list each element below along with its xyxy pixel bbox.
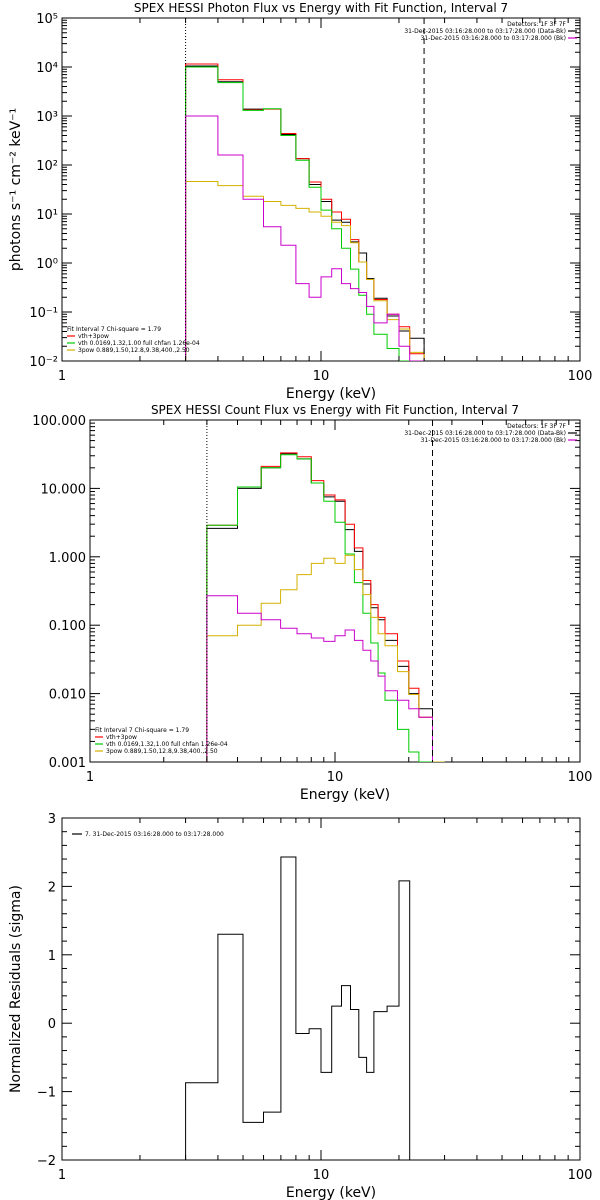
y-tick-label: 10⁵ xyxy=(36,12,58,27)
x-axis: 1 10 100 Energy (keV) xyxy=(58,818,593,1200)
y-tick-label: 2 xyxy=(48,880,56,895)
legend-bottom-entry: Fit Interval 7 Chi-square = 1.79 xyxy=(67,326,161,333)
x-axis-label: Energy (keV) xyxy=(300,787,390,803)
legend-top-entry: Detectors: 1F 3F 7F xyxy=(507,423,566,430)
y-tick-label: 1 xyxy=(48,949,56,964)
y-tick-label: 0.100 xyxy=(49,619,86,634)
legend-bottom-entry: vth 0.0169,1.32,1.00 full chfan 1.26e-04 xyxy=(78,340,200,347)
y-tick-label: 10⁰ xyxy=(36,257,58,272)
x-tick-label: 1 xyxy=(58,369,66,384)
x-tick-label: 10 xyxy=(313,1168,330,1183)
y-tick-label: 10¹ xyxy=(36,208,58,223)
y-tick-label: 10² xyxy=(36,159,58,174)
panel-2: 1 10 100 Energy (keV) 0.001 0.010 0.100 1.000 10… xyxy=(32,403,592,803)
legend-bottom-entry: vth 0.0169,1.32,1.00 full chfan 1.26e-04 xyxy=(106,741,228,748)
y-tick-label: 0 xyxy=(48,1017,56,1032)
legend-bottom: Fit Interval 7 Chi-square = 1.79vth+3pow… xyxy=(95,727,228,755)
y-axis: 10⁻² 10⁻¹ 10⁰ 10¹ 10² 10³ 10⁴ 10⁵ photons s⁻¹ cm… xyxy=(8,12,580,370)
data-layer xyxy=(185,856,425,1160)
y-tick-label: 0.010 xyxy=(49,688,86,703)
x-tick-label: 10 xyxy=(327,770,344,785)
legend-bottom-entry: Fit Interval 7 Chi-square = 1.79 xyxy=(95,727,189,734)
series-vth xyxy=(206,454,433,762)
series-data-bk xyxy=(206,453,433,762)
legend-top-entry: 31-Dec-2015 03:16:28.000 to 03:17:28.000… xyxy=(404,28,566,35)
data-layer xyxy=(206,452,445,762)
plot-frame xyxy=(61,817,581,1161)
panel-3: 1 10 100 Energy (keV) −2 −1 0 1 2 3 Normalized Res… xyxy=(8,812,592,1200)
x-tick-label: 1 xyxy=(86,770,94,785)
y-tick-label: 3 xyxy=(48,812,56,827)
legend-top-entry: Detectors: 1F 3F 7F xyxy=(507,21,566,28)
x-tick-label: 1 xyxy=(58,1168,66,1183)
y-tick-label: 0.001 xyxy=(49,756,86,771)
chart-title: SPEX HESSI Count Flux vs Energy with Fit… xyxy=(151,403,519,417)
x-tick-label: 100 xyxy=(568,1168,593,1183)
y-axis: −2 −1 0 1 2 3 Normalized Residuals (sigma) xyxy=(8,812,580,1169)
series-7-31-dec-2015-03-16-28-000-to-03-17-28-000 xyxy=(185,856,425,1160)
y-tick-label: 10⁻² xyxy=(29,355,58,370)
y-tick-label: −2 xyxy=(37,1154,56,1169)
y-tick-label: 10⁻¹ xyxy=(29,306,58,321)
legend-bottom-entry: 3pow 0.889,1.50,12.8,9.38,400.,2.50 xyxy=(78,347,190,354)
legend-bottom-entry: vth+3pow xyxy=(106,734,137,741)
legend: 7. 31-Dec-2015 03:16:28.000 to 03:17:28.… xyxy=(72,831,224,838)
legend-entry: 7. 31-Dec-2015 03:16:28.000 to 03:17:28.… xyxy=(85,831,224,838)
chart-title: SPEX HESSI Photon Flux vs Energy with Fi… xyxy=(134,1,508,15)
plot-frame xyxy=(89,419,581,763)
y-tick-label: 10⁴ xyxy=(36,61,58,76)
data-layer xyxy=(185,63,425,361)
y-axis-label: Normalized Residuals (sigma) xyxy=(8,885,24,1093)
x-axis: 1 10 100 Energy (keV) xyxy=(58,18,593,402)
y-axis: 0.001 0.010 0.100 1.000 10.000 100.000 xyxy=(32,414,580,771)
legend-bottom-entry: 3pow 0.889,1.50,12.8,9.38,400.,2.50 xyxy=(106,748,218,755)
legend-top-entry: 31-Dec-2015 03:16:28.000 to 03:17:28.000… xyxy=(421,35,566,42)
series-vth-3pow xyxy=(206,452,433,762)
y-tick-label: 100.000 xyxy=(32,414,86,429)
y-tick-label: 1.000 xyxy=(49,551,86,566)
x-axis-label: Energy (keV) xyxy=(286,386,376,402)
series-3pow xyxy=(206,554,445,762)
series-3pow xyxy=(185,181,425,361)
legend-top-entry: 31-Dec-2015 03:16:28.000 to 03:17:28.000… xyxy=(404,430,566,437)
x-axis-label: Energy (keV) xyxy=(286,1185,376,1200)
y-axis-label: photons s⁻¹ cm⁻² keV⁻¹ xyxy=(8,108,24,271)
x-tick-label: 10 xyxy=(313,369,330,384)
x-tick-label: 100 xyxy=(568,770,593,785)
x-axis: 1 10 100 Energy (keV) xyxy=(86,420,593,803)
series-bk xyxy=(185,115,425,361)
legend-bottom-entry: vth+3pow xyxy=(78,333,109,340)
y-tick-label: 10.000 xyxy=(41,482,87,497)
legend-bottom: Fit Interval 7 Chi-square = 1.79vth+3pow… xyxy=(67,326,200,354)
series-bk xyxy=(206,595,433,762)
series-vth xyxy=(185,66,425,361)
y-tick-label: −1 xyxy=(37,1086,56,1101)
y-tick-label: 10³ xyxy=(36,110,58,125)
x-tick-label: 100 xyxy=(568,369,593,384)
legend-top-entry: 31-Dec-2015 03:16:28.000 to 03:17:28.000… xyxy=(421,437,566,444)
series-data-bk xyxy=(185,65,425,361)
